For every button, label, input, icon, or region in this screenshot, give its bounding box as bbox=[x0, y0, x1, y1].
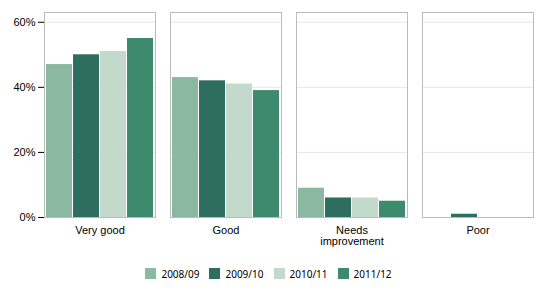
svg-text:0%: 0% bbox=[20, 211, 36, 223]
svg-text:Good: Good bbox=[213, 224, 240, 236]
svg-text:60%: 60% bbox=[13, 16, 35, 28]
svg-text:Poor: Poor bbox=[466, 224, 490, 236]
html-text:2011/12: 2011/12 bbox=[353, 266, 392, 281]
html-text:2008/09: 2008/09 bbox=[161, 266, 200, 281]
svg-text:40%: 40% bbox=[13, 81, 35, 93]
html-text:2009/10: 2009/10 bbox=[225, 266, 264, 281]
svg-text:20%: 20% bbox=[13, 146, 35, 158]
html-text:2010/11: 2010/11 bbox=[289, 266, 328, 281]
svg-text:Very good: Very good bbox=[75, 224, 125, 236]
svg-text:Needsimprovement: Needsimprovement bbox=[320, 224, 384, 247]
